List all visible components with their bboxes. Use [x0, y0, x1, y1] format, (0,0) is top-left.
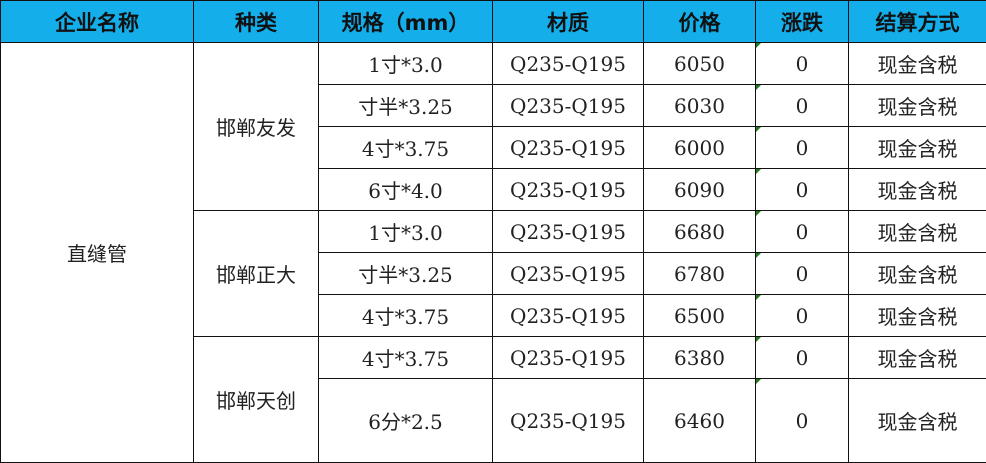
price-cell: 6030 — [643, 84, 756, 127]
change-cell: 0 — [755, 42, 849, 85]
table-row: 直缝管 邯郸友发 1寸*3.0 Q235-Q195 6050 0 现金含税 — [0, 42, 986, 463]
table-row: 邯郸正大 1寸*3.0 Q235-Q195 6680 0 现金含税 — [1, 210, 986, 337]
price-cell: 6680 — [643, 210, 756, 253]
price-cell: 6460 — [643, 378, 756, 463]
material-cell: Q235-Q195 — [492, 294, 644, 337]
header-price: 价格 — [643, 0, 756, 43]
table-row: 6分*2.5 Q235-Q195 6460 0 现金含税 — [1, 378, 986, 463]
spec-cell: 4寸*3.75 — [318, 126, 493, 169]
price-cell: 6090 — [643, 168, 756, 211]
change-cell: 0 — [755, 336, 849, 379]
change-cell: 0 — [755, 210, 849, 253]
settlement-cell: 现金含税 — [848, 84, 986, 127]
table-row: 邯郸天创 4寸*3.75 Q235-Q195 6380 0 现金含税 — [1, 336, 986, 463]
table-row: 4寸*3.75 Q235-Q195 6000 0 现金含税 — [1, 126, 986, 169]
spec-cell: 6分*2.5 — [318, 378, 493, 463]
change-cell: 0 — [755, 294, 849, 337]
change-cell: 0 — [755, 84, 849, 127]
header-settlement: 结算方式 — [848, 0, 986, 43]
header-change: 涨跌 — [755, 0, 849, 43]
settlement-cell: 现金含税 — [848, 336, 986, 379]
spec-cell: 4寸*3.75 — [318, 336, 493, 379]
material-cell: Q235-Q195 — [492, 168, 644, 211]
company-cell: 直缝管 — [0, 42, 194, 463]
material-cell: Q235-Q195 — [492, 84, 644, 127]
change-cell: 0 — [755, 168, 849, 211]
header-row: 企业名称 种类 规格（mm） 材质 价格 涨跌 结算方式 — [0, 0, 986, 43]
change-cell: 0 — [755, 252, 849, 295]
settlement-cell: 现金含税 — [848, 168, 986, 211]
type-cell: 邯郸天创 — [193, 336, 319, 463]
price-cell: 6380 — [643, 336, 756, 379]
change-cell: 0 — [755, 126, 849, 169]
settlement-cell: 现金含税 — [848, 294, 986, 337]
spec-cell: 4寸*3.75 — [318, 294, 493, 337]
price-cell: 6780 — [643, 252, 756, 295]
settlement-cell: 现金含税 — [848, 126, 986, 169]
material-cell: Q235-Q195 — [492, 126, 644, 169]
spec-cell: 寸半*3.25 — [318, 252, 493, 295]
price-cell: 6500 — [643, 294, 756, 337]
settlement-cell: 现金含税 — [848, 210, 986, 253]
change-cell: 0 — [755, 378, 849, 463]
header-material: 材质 — [492, 0, 644, 43]
spec-cell: 6寸*4.0 — [318, 168, 493, 211]
price-cell: 6050 — [643, 42, 756, 85]
settlement-cell: 现金含税 — [848, 42, 986, 85]
table-row: 6寸*4.0 Q235-Q195 6090 0 现金含税 — [1, 168, 986, 211]
spec-cell: 1寸*3.0 — [318, 210, 493, 253]
header-company: 企业名称 — [0, 0, 194, 43]
spec-cell: 1寸*3.0 — [318, 42, 493, 85]
material-cell: Q235-Q195 — [492, 42, 644, 85]
type-cell: 邯郸正大 — [193, 210, 319, 337]
material-cell: Q235-Q195 — [492, 336, 644, 379]
material-cell: Q235-Q195 — [492, 378, 644, 463]
price-cell: 6000 — [643, 126, 756, 169]
spec-cell: 寸半*3.25 — [318, 84, 493, 127]
material-cell: Q235-Q195 — [492, 252, 644, 295]
type-cell: 邯郸友发 — [193, 42, 319, 211]
settlement-cell: 现金含税 — [848, 252, 986, 295]
settlement-cell: 现金含税 — [848, 378, 986, 463]
header-spec: 规格（mm） — [318, 0, 493, 43]
table-row: 寸半*3.25 Q235-Q195 6780 0 现金含税 — [1, 252, 986, 295]
material-cell: Q235-Q195 — [492, 210, 644, 253]
header-type: 种类 — [193, 0, 319, 43]
